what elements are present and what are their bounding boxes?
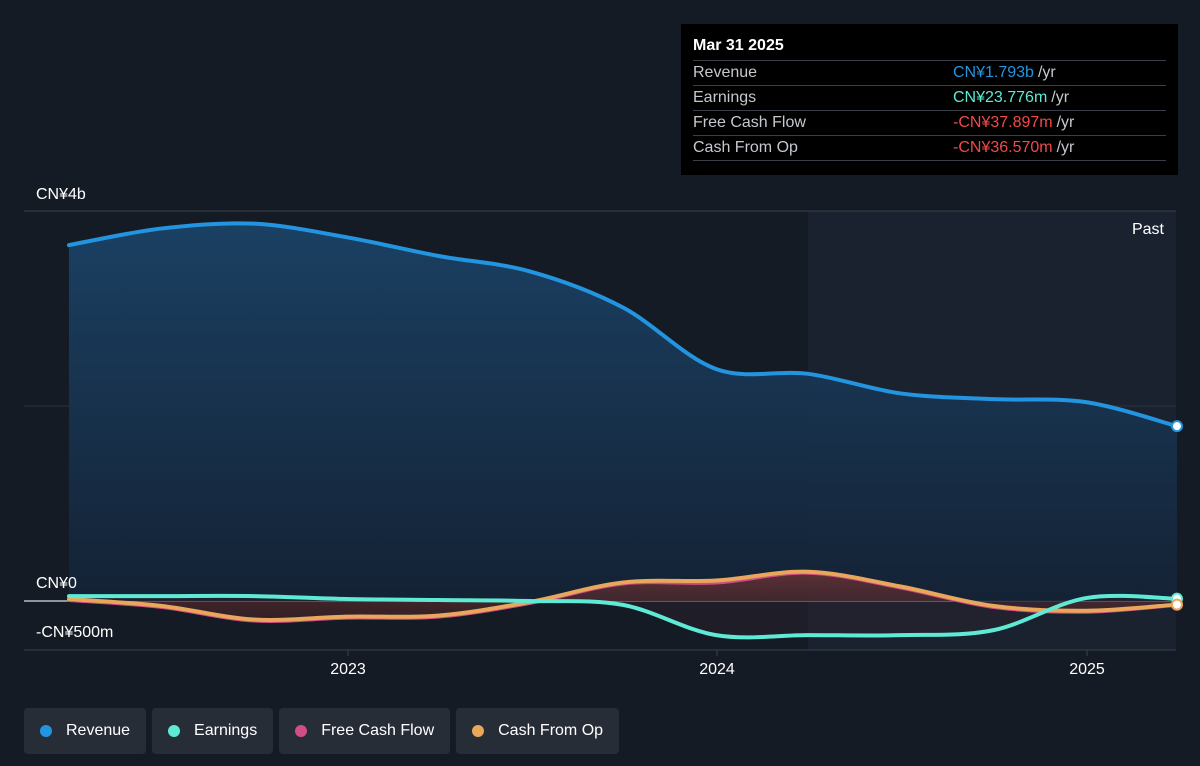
- tooltip-row-cash-from-op: Cash From Op -CN¥36.570m /yr: [693, 135, 1166, 161]
- cash-from-op-end-point: [1170, 598, 1183, 611]
- x-tick-label: 2024: [699, 661, 735, 678]
- tooltip-row-value: -CN¥36.570m: [953, 139, 1053, 156]
- tooltip-row-free-cash-flow: Free Cash Flow -CN¥37.897m /yr: [693, 110, 1166, 135]
- legend-dot-icon: [472, 725, 485, 737]
- legend-dot-icon: [40, 725, 52, 737]
- tooltip-row-label: Earnings: [693, 89, 757, 106]
- tooltip-row-unit: /yr: [1056, 139, 1075, 156]
- tooltip-row-revenue: Revenue CN¥1.793b /yr: [693, 60, 1166, 85]
- chart: CN¥4b CN¥0 -CN¥500m 2023 2024 2025 Past: [24, 186, 1183, 678]
- x-tick-label: 2023: [330, 661, 366, 678]
- revenue-line: [66, 221, 1179, 429]
- y-axis-label: -CN¥500m: [36, 624, 113, 641]
- legend-label: Earnings: [194, 722, 258, 739]
- tooltip-row-label: Free Cash Flow: [693, 114, 806, 131]
- tooltip-date: Mar 31 2025: [693, 37, 784, 54]
- earnings-line: [66, 593, 1179, 640]
- tooltip-row-label: Revenue: [693, 64, 758, 81]
- tooltip-row-value: CN¥1.793b: [953, 64, 1034, 81]
- tooltip-row-unit: /yr: [1037, 64, 1056, 81]
- tooltip-row-value: CN¥23.776m: [953, 89, 1048, 106]
- y-axis-label: CN¥0: [36, 575, 77, 592]
- legend-item-cash-from-op[interactable]: Cash From Op: [456, 708, 620, 754]
- legend-item-free-cash-flow[interactable]: Free Cash Flow: [279, 708, 451, 754]
- cash-from-op-line: [66, 569, 1179, 622]
- tooltip-row-earnings: Earnings CN¥23.776m /yr: [693, 85, 1166, 110]
- legend-label: Cash From Op: [498, 722, 604, 739]
- x-tick-label: 2025: [1069, 661, 1105, 678]
- revenue-end-point: [1170, 420, 1183, 433]
- tooltip-row-value: -CN¥37.897m: [953, 114, 1053, 131]
- free-cash-flow-area: [68, 572, 1177, 621]
- tooltip: Mar 31 2025 Revenue CN¥1.793b /yr Earnin…: [681, 24, 1178, 175]
- legend: Revenue Earnings Free Cash Flow Cash Fro…: [24, 708, 620, 754]
- legend-dot-icon: [168, 725, 181, 737]
- legend-item-earnings[interactable]: Earnings: [152, 708, 274, 754]
- legend-label: Revenue: [66, 722, 131, 739]
- past-label: Past: [1132, 221, 1165, 238]
- tooltip-row-unit: /yr: [1051, 89, 1070, 106]
- revenue-area: [68, 223, 1177, 601]
- y-axis-label: CN¥4b: [36, 186, 86, 203]
- tooltip-row-label: Cash From Op: [693, 139, 798, 156]
- tooltip-row-unit: /yr: [1056, 114, 1075, 131]
- earnings-area: [68, 595, 1177, 638]
- legend-dot-icon: [295, 725, 308, 737]
- legend-item-revenue[interactable]: Revenue: [24, 708, 147, 754]
- legend-label: Free Cash Flow: [321, 722, 435, 739]
